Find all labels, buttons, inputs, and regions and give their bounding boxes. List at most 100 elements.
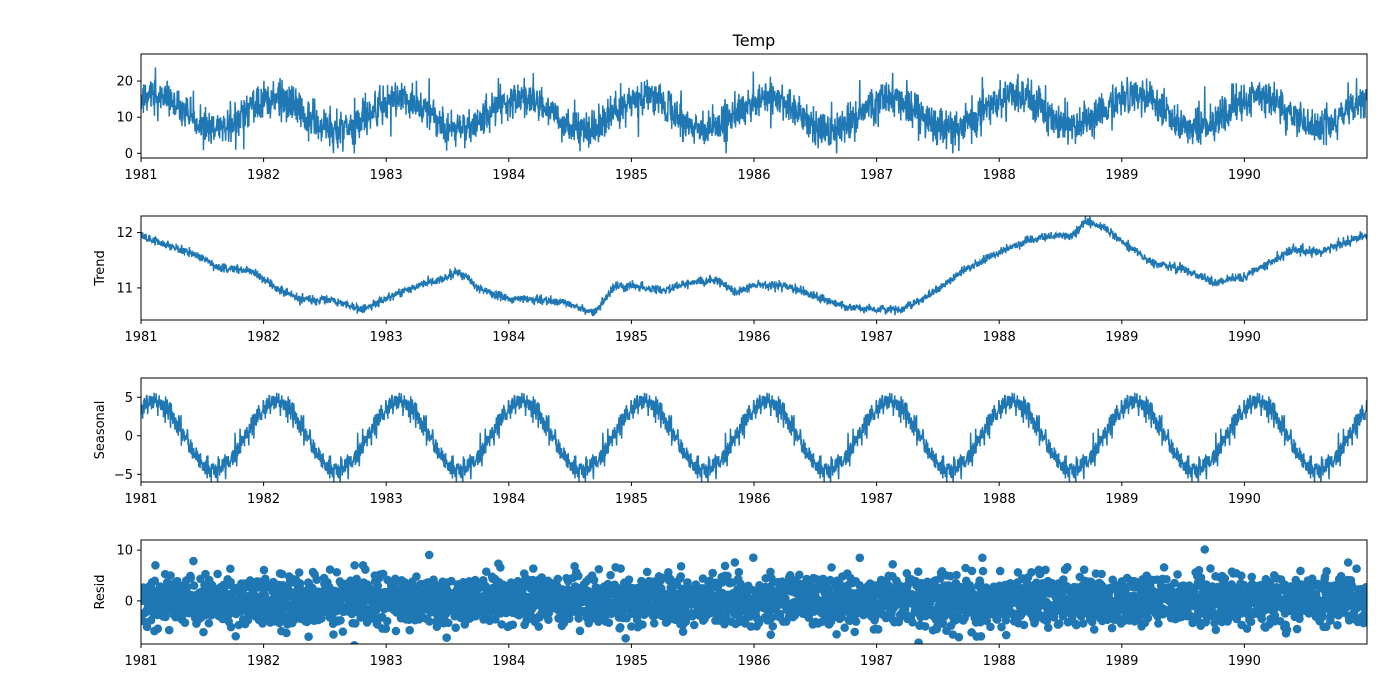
resid-point	[986, 622, 995, 632]
resid-point	[708, 568, 717, 578]
resid-point	[350, 561, 359, 570]
resid-point	[574, 571, 583, 581]
resid-point	[1170, 578, 1179, 588]
y-tick-label: 10	[116, 111, 133, 126]
resid-point	[186, 573, 196, 583]
resid-point	[150, 576, 160, 586]
resid-point	[529, 564, 538, 573]
resid-point	[1322, 622, 1331, 632]
resid-point	[638, 620, 647, 629]
resid-point	[312, 575, 321, 584]
resid-point	[1013, 568, 1023, 577]
resid-point	[730, 558, 740, 567]
resid-point	[1333, 620, 1342, 630]
resid-point	[447, 576, 456, 586]
resid-point	[802, 574, 812, 584]
resid-point	[243, 615, 253, 625]
resid-point	[226, 622, 236, 632]
x-tick-label: 1990	[1228, 168, 1261, 183]
resid-point	[153, 624, 163, 633]
resid-point	[749, 553, 758, 562]
y-tick-label: 5	[125, 391, 133, 406]
resid-point	[425, 617, 434, 626]
trend-ylabel: Trend	[93, 250, 108, 287]
resid-point	[294, 568, 304, 577]
x-tick-label: 1985	[615, 654, 648, 669]
resid-point	[1295, 614, 1304, 624]
resid-point	[378, 569, 388, 579]
x-tick-label: 1990	[1228, 654, 1261, 669]
resid-point	[1078, 619, 1088, 628]
resid-point	[624, 575, 634, 584]
resid-point	[1027, 568, 1036, 577]
resid-point	[676, 572, 686, 581]
resid-point	[1307, 574, 1317, 583]
resid-point	[954, 632, 964, 642]
resid-point	[282, 628, 291, 638]
resid-point	[678, 627, 688, 636]
resid-point	[183, 582, 192, 592]
x-tick-label: 1988	[983, 168, 1016, 183]
y-tick-label: 0	[125, 429, 133, 444]
resid-point	[1001, 630, 1011, 640]
y-tick-label: 20	[116, 75, 133, 90]
series-seasonal	[141, 392, 1367, 482]
resid-point	[381, 624, 391, 633]
resid-point	[832, 630, 841, 639]
resid-point	[825, 575, 835, 585]
resid-point	[1089, 625, 1099, 634]
resid-point	[873, 624, 883, 634]
resid-point	[1055, 619, 1064, 628]
resid-point	[142, 622, 152, 632]
x-tick-label: 1986	[737, 330, 770, 345]
resid-point	[564, 614, 574, 623]
resid-point	[213, 569, 222, 579]
resid-point	[1336, 571, 1346, 581]
resid-point	[1237, 571, 1246, 581]
resid-point	[332, 567, 342, 577]
x-tick-label: 1982	[247, 330, 280, 345]
resid-point	[642, 567, 652, 577]
resid-point	[1058, 589, 1067, 598]
x-tick-label: 1983	[370, 492, 403, 507]
x-tick-label: 1987	[860, 330, 893, 345]
resid-point	[768, 621, 778, 631]
resid-point	[277, 569, 287, 579]
resid-point	[995, 566, 1005, 576]
resid-point	[1107, 623, 1117, 633]
resid-point	[1246, 617, 1256, 626]
resid-point	[496, 563, 505, 572]
resid-point	[689, 620, 699, 630]
resid-point	[1270, 611, 1280, 620]
resid-point	[967, 566, 977, 576]
resid-point	[978, 553, 987, 563]
resid-point	[442, 633, 451, 642]
resid-point	[698, 574, 708, 583]
resid-point	[775, 609, 785, 619]
resid-point	[604, 618, 614, 628]
resid-point	[827, 563, 836, 572]
resid-point	[1001, 615, 1011, 625]
x-tick-label: 1987	[860, 654, 893, 669]
resid-point	[676, 562, 686, 571]
resid-point	[1159, 563, 1169, 572]
resid-point	[350, 640, 359, 644]
resid-point	[594, 564, 604, 574]
resid-point	[226, 564, 235, 574]
resid-point	[720, 561, 730, 571]
resid-point	[405, 625, 415, 635]
series-observed	[141, 67, 1367, 154]
x-tick-label: 1986	[737, 492, 770, 507]
series-trend	[141, 216, 1367, 317]
resid-point	[723, 571, 732, 581]
resid-point	[976, 631, 986, 641]
resid-point	[754, 618, 764, 628]
y-tick-label: 0	[125, 147, 133, 162]
resid-point	[361, 565, 370, 574]
x-tick-label: 1981	[124, 654, 157, 669]
resid-point	[938, 619, 948, 628]
resid-point	[1206, 564, 1215, 573]
x-tick-label: 1983	[370, 330, 403, 345]
resid-point	[189, 556, 198, 566]
x-tick-label: 1981	[124, 492, 157, 507]
